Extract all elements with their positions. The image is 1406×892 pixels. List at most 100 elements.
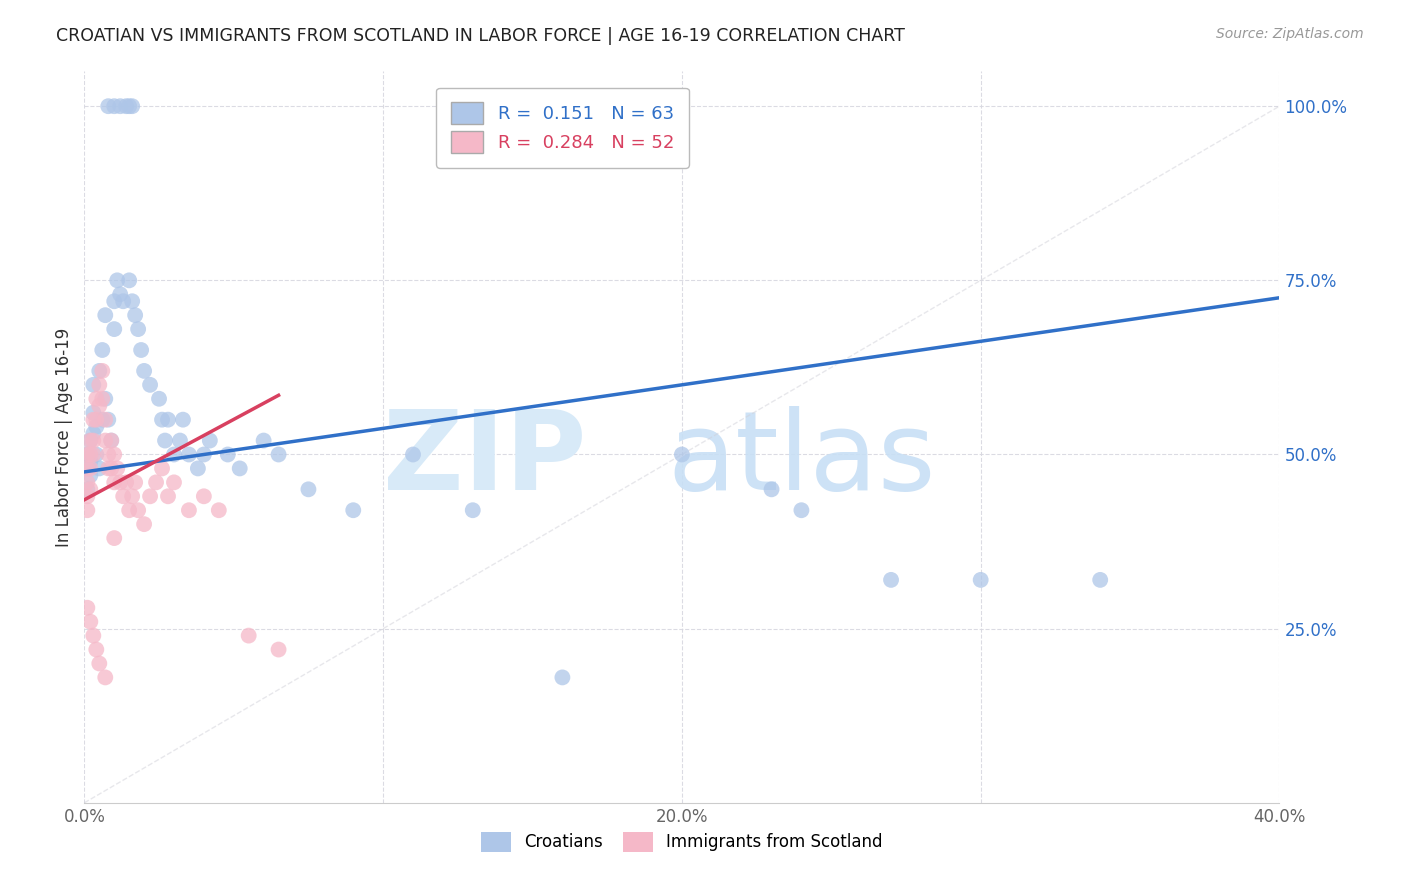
Point [76,503,98,517]
Point [238,629,260,643]
Point [193,489,215,503]
Point [121,489,143,503]
Legend: Croatians, Immigrants from Scotland: Croatians, Immigrants from Scotland [472,823,891,860]
Point [94,412,117,426]
Point [89,461,111,475]
Point [86,412,108,426]
Point [79,448,101,462]
Point [82,406,104,420]
Point [94,308,117,322]
Point [129,343,152,357]
Point [253,434,276,448]
Point [1090,573,1112,587]
Point [267,448,290,462]
Point [112,294,135,309]
Point [118,503,141,517]
Point [132,517,156,532]
Point [76,448,98,462]
Point [970,573,993,587]
Point [880,573,903,587]
Point [105,273,128,287]
Point [297,483,319,497]
Point [342,503,364,517]
Point [76,461,98,475]
Point [124,308,146,322]
Point [94,392,117,406]
Point [82,434,104,448]
Point [82,629,104,643]
Point [187,461,209,475]
Point [150,461,173,475]
Point [110,287,132,301]
Point [402,448,425,462]
Point [157,489,180,503]
Point [79,454,101,468]
Point [103,294,125,309]
Point [790,503,813,517]
Point [139,377,162,392]
Point [177,503,200,517]
Point [89,364,111,378]
Point [97,448,120,462]
Point [132,364,156,378]
Point [79,615,101,629]
Point [79,483,101,497]
Point [97,412,120,426]
Point [82,426,104,441]
Point [112,489,135,503]
Point [89,399,111,413]
Point [163,448,186,462]
Point [115,99,138,113]
Point [97,99,120,113]
Point [150,412,173,426]
Point [124,475,146,490]
Point [100,434,122,448]
Point [86,642,108,657]
Point [551,670,574,684]
Point [217,448,239,462]
Point [208,503,231,517]
Point [103,448,125,462]
Point [157,412,180,426]
Point [110,475,132,490]
Point [91,412,114,426]
Point [76,475,98,490]
Point [86,448,108,462]
Point [89,657,111,671]
Point [79,468,101,483]
Point [177,448,200,462]
Point [103,322,125,336]
Point [198,434,221,448]
Point [79,434,101,448]
Point [163,475,186,490]
Text: Source: ZipAtlas.com: Source: ZipAtlas.com [1216,27,1364,41]
Point [228,461,252,475]
Point [82,412,104,426]
Point [127,322,149,336]
Point [193,448,215,462]
Y-axis label: In Labor Force | Age 16-19: In Labor Force | Age 16-19 [55,327,73,547]
Point [139,489,162,503]
Point [97,461,120,475]
Point [94,434,117,448]
Point [100,434,122,448]
Point [103,99,125,113]
Point [105,461,128,475]
Text: ZIP: ZIP [382,406,586,513]
Point [103,531,125,545]
Point [148,392,170,406]
Point [91,364,114,378]
Point [121,294,143,309]
Point [89,377,111,392]
Point [127,503,149,517]
Point [91,343,114,357]
Point [79,461,101,475]
Point [118,273,141,287]
Point [121,99,143,113]
Point [76,489,98,503]
Point [76,600,98,615]
Point [79,434,101,448]
Point [91,392,114,406]
Text: CROATIAN VS IMMIGRANTS FROM SCOTLAND IN LABOR FORCE | AGE 16-19 CORRELATION CHAR: CROATIAN VS IMMIGRANTS FROM SCOTLAND IN … [56,27,905,45]
Point [153,434,176,448]
